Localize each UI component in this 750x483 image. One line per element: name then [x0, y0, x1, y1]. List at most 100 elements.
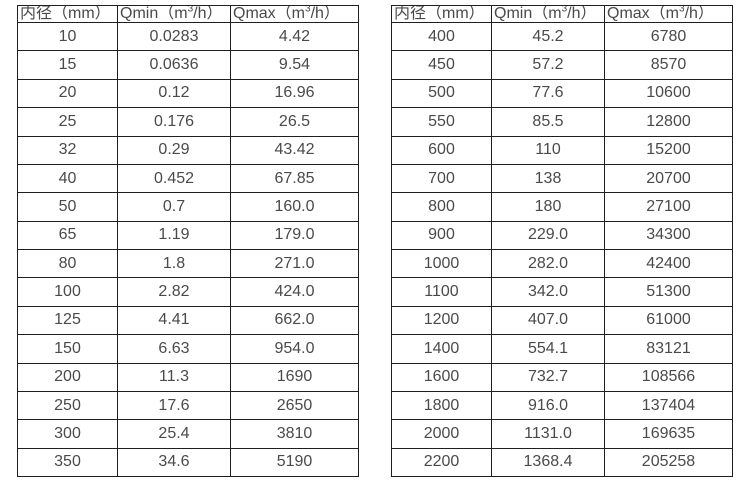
table-cell: 108566	[604, 362, 733, 392]
table-row: 250 17.6 2650	[17, 390, 359, 421]
table-row: 1600 732.7 108566	[391, 362, 733, 392]
table-cell: 169635	[604, 419, 733, 449]
table-cell: 180	[491, 192, 605, 222]
header-cell: Qmin（m3/h）	[491, 5, 605, 23]
table-cell: 3810	[230, 419, 359, 449]
table-row: 1000 282.0 42400	[391, 248, 733, 279]
table-row: 20 0.12 16.96	[17, 78, 359, 109]
table-row: 800 180 27100	[391, 192, 733, 222]
table-row: 400 45.2 6780	[391, 21, 733, 52]
table-cell: 500	[391, 78, 492, 109]
table-cell: 1368.4	[491, 447, 605, 478]
table-cell: 34.6	[117, 447, 231, 478]
table-cell: 700	[391, 163, 492, 194]
table-cell: 300	[17, 419, 118, 449]
table-cell: 9.54	[230, 50, 359, 80]
superscript-three: 3	[187, 5, 194, 15]
table-cell: 25.4	[117, 419, 231, 449]
table-cell: 400	[391, 21, 492, 52]
table-row: 2200 1368.4 205258	[391, 447, 733, 478]
table-cell: 0.12	[117, 78, 231, 109]
table-cell: 43.42	[230, 135, 359, 165]
table-cell: 10600	[604, 78, 733, 109]
table-cell: 600	[391, 135, 492, 165]
table-cell: 1600	[391, 362, 492, 392]
table-cell: 229.0	[491, 220, 605, 251]
table-cell: 0.7	[117, 192, 231, 222]
table-row: 200 11.3 1690	[17, 362, 359, 392]
table-cell: 407.0	[491, 305, 605, 336]
table-cell: 4.42	[230, 21, 359, 52]
table-cell: 61000	[604, 305, 733, 336]
table-cell: 1.19	[117, 220, 231, 251]
header-cell: 内径（mm）	[391, 5, 492, 23]
table-cell: 1100	[391, 277, 492, 307]
table-cell: 57.2	[491, 50, 605, 80]
superscript-three: 3	[679, 5, 685, 15]
table-cell: 137404	[604, 390, 733, 421]
table-cell: 2000	[391, 419, 492, 449]
table-cell: 732.7	[491, 362, 605, 392]
table-cell: 0.0283	[117, 21, 231, 52]
header-row: 内径（mm） Qmin（m3/h） Qmax（m3/h）	[17, 5, 359, 23]
table-cell: 1690	[230, 362, 359, 392]
header-cell: Qmin（m3/h）	[117, 5, 231, 23]
table-cell: 110	[491, 135, 605, 165]
table-cell: 20	[17, 78, 118, 109]
table-cell: 0.29	[117, 135, 231, 165]
table-row: 550 85.5 12800	[391, 107, 733, 137]
table-cell: 17.6	[117, 390, 231, 421]
table-cell: 662.0	[230, 305, 359, 336]
table-row: 2000 1131.0 169635	[391, 419, 733, 449]
table-row: 80 1.8 271.0	[17, 248, 359, 279]
table-cell: 271.0	[230, 248, 359, 279]
table-cell: 42400	[604, 248, 733, 279]
table-cell: 138	[491, 163, 605, 194]
table-cell: 34300	[604, 220, 733, 251]
table-cell: 250	[17, 390, 118, 421]
table-row: 10 0.0283 4.42	[17, 21, 359, 52]
table-row: 1400 554.1 83121	[391, 334, 733, 364]
table-row: 40 0.452 67.85	[17, 163, 359, 194]
table-cell: 2200	[391, 447, 492, 478]
flow-table-small-diameters: 内径（mm） Qmin（m3/h） Qmax（m3/h） 10 0.0283 4.42 15…	[17, 5, 359, 478]
table-cell: 40	[17, 163, 118, 194]
table-cell: 200	[17, 362, 118, 392]
table-row: 1100 342.0 51300	[391, 277, 733, 307]
table-cell: 0.452	[117, 163, 231, 194]
table-cell: 954.0	[230, 334, 359, 364]
table-row: 1200 407.0 61000	[391, 305, 733, 336]
table-row: 65 1.19 179.0	[17, 220, 359, 251]
table-cell: 15200	[604, 135, 733, 165]
header-row: 内径（mm） Qmin（m3/h） Qmax（m3/h）	[391, 5, 733, 23]
table-cell: 77.6	[491, 78, 605, 109]
table-cell: 32	[17, 135, 118, 165]
table-cell: 450	[391, 50, 492, 80]
table-row: 125 4.41 662.0	[17, 305, 359, 336]
table-cell: 0.176	[117, 107, 231, 137]
table-cell: 350	[17, 447, 118, 478]
header-cell: 内径（mm）	[17, 5, 118, 23]
superscript-three: 3	[305, 5, 311, 15]
table-cell: 550	[391, 107, 492, 137]
table-cell: 1800	[391, 390, 492, 421]
table-row: 300 25.4 3810	[17, 419, 359, 449]
table-cell: 1131.0	[491, 419, 605, 449]
table-cell: 800	[391, 192, 492, 222]
table-cell: 11.3	[117, 362, 231, 392]
table-cell: 1200	[391, 305, 492, 336]
table-cell: 100	[17, 277, 118, 307]
table-row: 700 138 20700	[391, 163, 733, 194]
table-cell: 179.0	[230, 220, 359, 251]
table-row: 50 0.7 160.0	[17, 192, 359, 222]
table-cell: 16.96	[230, 78, 359, 109]
table-cell: 25	[17, 107, 118, 137]
table-cell: 85.5	[491, 107, 605, 137]
table-row: 600 110 15200	[391, 135, 733, 165]
table-row: 1800 916.0 137404	[391, 390, 733, 421]
table-cell: 27100	[604, 192, 733, 222]
table-cell: 900	[391, 220, 492, 251]
table-cell: 424.0	[230, 277, 359, 307]
table-cell: 50	[17, 192, 118, 222]
